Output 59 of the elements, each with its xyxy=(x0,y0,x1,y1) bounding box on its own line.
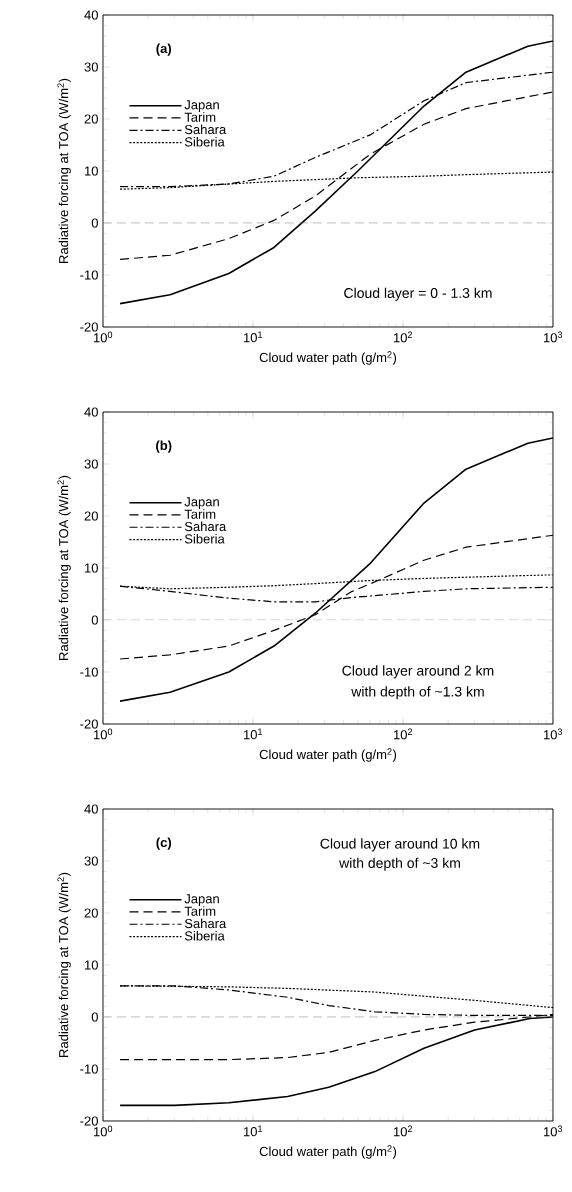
y-tick-label: 20 xyxy=(84,114,98,124)
y-tick-label: 10 xyxy=(84,960,98,970)
x-tick-label: 10$^{1}$ xyxy=(243,1125,263,1137)
annotation: Cloud layer around 10 km xyxy=(320,838,480,852)
y-tick-label: 10 xyxy=(84,166,98,176)
legend-label: Sahara xyxy=(184,124,227,135)
y-tick-label: -10 xyxy=(80,270,98,280)
x-axis-title: Cloud water path (g/m$^{2}$) xyxy=(259,351,397,365)
y-tick-label: 40 xyxy=(84,407,98,417)
y-tick-label: 10 xyxy=(84,563,98,573)
x-tick-label: 10$^{0}$ xyxy=(93,1125,113,1137)
y-tick-label: -20 xyxy=(80,322,98,332)
legend-label: Tarim xyxy=(184,112,216,122)
y-tick-label: 40 xyxy=(84,10,98,20)
y-tick-label: 20 xyxy=(84,511,98,521)
legend-label: Sahara xyxy=(184,521,227,532)
text: (c) xyxy=(156,837,172,850)
x-tick-label: 10$^{3}$ xyxy=(543,728,563,740)
y-tick-label: -10 xyxy=(80,667,98,677)
x-tick-label: 10$^{2}$ xyxy=(393,1125,413,1137)
y-tick-label: 40 xyxy=(84,804,98,814)
x-tick-label: 10$^{0}$ xyxy=(93,728,113,740)
legend-label: Japan xyxy=(184,894,219,906)
legend-label: Siberia xyxy=(184,930,225,941)
y-tick-label: 30 xyxy=(84,62,98,72)
y-tick-label: 30 xyxy=(84,459,98,469)
y-tick-label: -20 xyxy=(80,1116,98,1126)
x-tick-label: 10$^{3}$ xyxy=(543,1125,563,1137)
x-tick-label: 10$^{0}$ xyxy=(93,331,113,343)
legend-label: Siberia xyxy=(184,533,225,544)
annotation: with depth of ~1.3 km xyxy=(351,686,484,700)
x-tick-label: 10$^{1}$ xyxy=(243,331,263,343)
x-tick-label: 10$^{3}$ xyxy=(543,331,563,343)
y-axis-title: Radiative forcing at TOA (W/m$^{2}$) xyxy=(57,78,71,263)
x-tick-label: 10$^{2}$ xyxy=(393,728,413,740)
x-axis-title: Cloud water path (g/m$^{2}$) xyxy=(259,1145,397,1159)
legend-label: Japan xyxy=(184,100,219,112)
legend-label: Siberia xyxy=(184,136,225,147)
y-axis-title: Radiative forcing at TOA (W/m$^{2}$) xyxy=(57,872,71,1057)
annotation: Cloud layer = 0 - 1.3 km xyxy=(344,287,492,301)
y-tick-label: -10 xyxy=(80,1064,98,1074)
text: (b) xyxy=(156,440,172,453)
legend-label: Sahara xyxy=(184,918,227,929)
y-tick-label: 20 xyxy=(84,908,98,918)
x-tick-label: 10$^{1}$ xyxy=(243,728,263,740)
x-tick-label: 10$^{2}$ xyxy=(393,331,413,343)
annotation: with depth of ~3 km xyxy=(339,857,460,871)
annotation: Cloud layer around 2 km xyxy=(342,665,494,679)
y-axis-title: Radiative forcing at TOA (W/m$^{2}$) xyxy=(57,475,71,660)
text: (a) xyxy=(156,43,172,56)
y-tick-label: 0 xyxy=(91,1012,98,1022)
x-axis-title: Cloud water path (g/m$^{2}$) xyxy=(259,748,397,762)
legend-label: Japan xyxy=(184,497,219,509)
y-tick-label: 30 xyxy=(84,856,98,866)
y-tick-label: -20 xyxy=(80,719,98,729)
y-tick-label: 0 xyxy=(91,218,98,228)
y-tick-label: 0 xyxy=(91,615,98,625)
legend-label: Tarim xyxy=(184,906,216,916)
legend-label: Tarim xyxy=(184,509,216,519)
